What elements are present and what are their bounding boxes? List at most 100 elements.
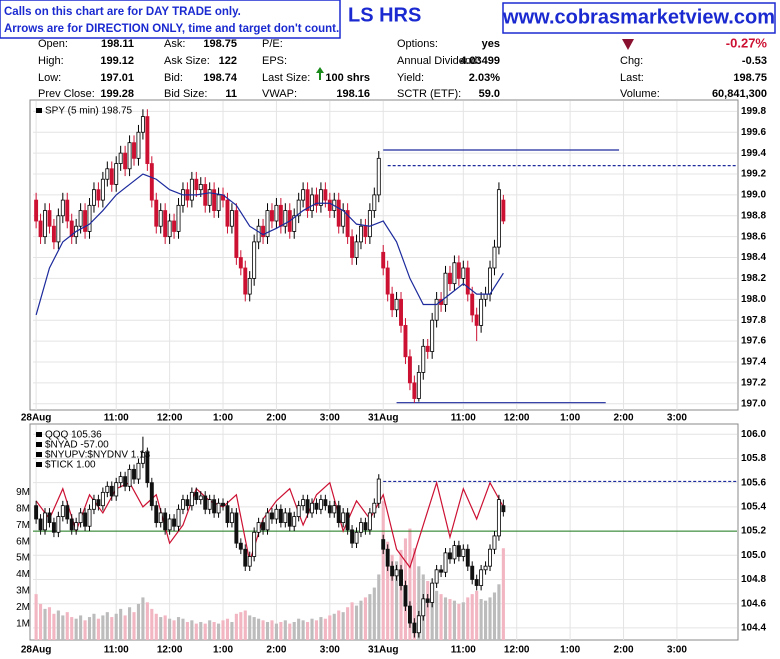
x-tick-label: 3:00 [667, 645, 687, 656]
candle-body [323, 189, 328, 201]
y2-tick-label: 8M [16, 504, 30, 515]
candle-body [479, 298, 484, 326]
candle-body [376, 157, 381, 196]
quote-value: 11 [225, 88, 237, 100]
quote-value: 198.75 [203, 38, 237, 50]
candle-body [51, 225, 56, 243]
quote-value: 198.16 [336, 88, 370, 100]
volume-bar [332, 613, 336, 640]
volume-bar [261, 620, 265, 640]
legend-entry: $NYUPV:$NYDNV 1.13 [45, 450, 151, 461]
volume-bar [288, 623, 292, 640]
candle-body [123, 152, 128, 170]
candle-body [270, 512, 274, 520]
quote-value: 198.75 [733, 72, 767, 84]
candle-body [172, 220, 177, 232]
candle-body [203, 495, 208, 510]
y-tick-label: 199.2 [741, 169, 766, 180]
candle-body [234, 512, 239, 544]
volume-bar [257, 618, 261, 640]
candle-body [474, 579, 479, 586]
candle-body [434, 569, 439, 584]
candle-body [225, 199, 230, 227]
volume-bar [190, 620, 194, 640]
candle-body [350, 529, 355, 544]
volume-bar [141, 597, 145, 640]
candle-body [292, 516, 297, 527]
y2-tick-label: 3M [16, 585, 30, 596]
volume-bar [154, 613, 158, 640]
candle-body [274, 204, 279, 222]
y-tick-label: 106.0 [741, 429, 766, 440]
candle-body [247, 278, 252, 295]
quote-value: 122 [219, 55, 237, 67]
quote-label: Last: [620, 72, 644, 84]
candle-body [296, 505, 301, 517]
candle-body [207, 499, 212, 510]
volume-bar [439, 594, 443, 640]
candle-body [412, 622, 417, 634]
volume-bar [39, 603, 43, 640]
candle-body [496, 499, 501, 537]
candle-body [47, 512, 52, 524]
candle-body [149, 482, 154, 507]
candle-body [456, 262, 461, 279]
candle-body [194, 178, 199, 191]
candle-body [51, 522, 56, 533]
candle-body [243, 548, 248, 567]
x-tick-label: 2:00 [614, 413, 634, 424]
volume-bar [83, 620, 87, 640]
quote-value: 60,841,300 [712, 88, 767, 100]
volume-bar [292, 621, 296, 640]
volume-bar [310, 618, 314, 640]
x-tick-label: 11:00 [104, 413, 129, 424]
candle-body [416, 615, 421, 634]
candle-body [412, 382, 417, 399]
candle-body [60, 505, 65, 517]
volume-bar [230, 621, 234, 640]
candle-body [488, 267, 492, 295]
volume-bar [172, 620, 176, 640]
quote-value: 4.03499 [460, 55, 500, 67]
candle-body [305, 499, 310, 514]
volume-bar [43, 608, 47, 640]
candle-body [456, 545, 461, 557]
candle-body [363, 522, 368, 531]
candle-body [60, 199, 65, 217]
candle-body [109, 485, 114, 497]
volume-bar [337, 610, 341, 640]
candle-body [350, 236, 355, 258]
candle-body [425, 345, 430, 352]
candle-body [323, 499, 328, 507]
candle-body [100, 491, 105, 507]
x-tick-label: 12:00 [504, 413, 530, 424]
volume-bar [354, 605, 359, 640]
candle-body [318, 499, 323, 510]
candle-body [38, 518, 43, 531]
volume-bar [136, 603, 141, 640]
y-tick-label: 105.6 [741, 477, 766, 488]
volume-bar [56, 610, 60, 640]
x-tick-label: 12:00 [157, 645, 183, 656]
y-tick-label: 199.6 [741, 127, 766, 138]
volume-bar [203, 623, 207, 640]
candle-body [394, 569, 399, 577]
candle-body [407, 356, 412, 384]
y-tick-label: 198.6 [741, 231, 766, 242]
quote-value: -0.53 [742, 55, 767, 67]
candle-body [225, 505, 230, 524]
candle-body [421, 345, 426, 373]
volume-bar [92, 613, 96, 640]
candle-body [74, 522, 79, 531]
candle-body [105, 485, 110, 493]
candle-body [136, 462, 141, 480]
candle-body [492, 246, 497, 269]
y-tick-label: 199.0 [741, 190, 766, 201]
volume-bar [128, 607, 132, 640]
volume-bar [319, 617, 323, 640]
candle-body [301, 189, 306, 201]
candle-body [403, 585, 408, 607]
y-tick-label: 197.8 [741, 315, 766, 326]
quote-value: 199.28 [100, 88, 134, 100]
candle-body [265, 512, 270, 531]
